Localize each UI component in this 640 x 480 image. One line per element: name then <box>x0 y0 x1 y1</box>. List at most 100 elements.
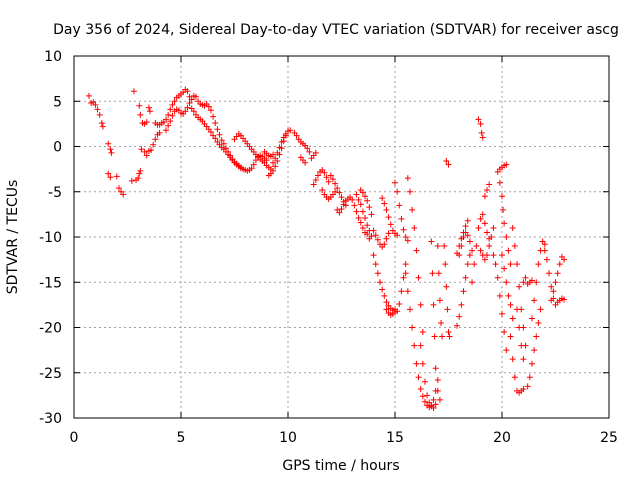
data-point <box>167 118 174 125</box>
data-point <box>516 324 523 331</box>
data-point <box>486 235 493 242</box>
x-tick-label: 15 <box>386 430 404 446</box>
data-point <box>379 286 386 293</box>
data-point <box>516 283 523 290</box>
data-point <box>415 374 422 381</box>
data-point <box>528 315 535 322</box>
data-point <box>334 185 341 192</box>
data-point <box>475 224 482 231</box>
data-point <box>278 138 285 145</box>
data-point <box>276 144 283 151</box>
data-point <box>357 201 364 208</box>
data-point <box>167 106 174 113</box>
data-point <box>270 151 277 158</box>
data-point <box>141 148 148 155</box>
data-point <box>496 292 503 299</box>
data-point <box>406 306 413 313</box>
data-point <box>526 374 533 381</box>
data-point <box>456 313 463 320</box>
data-point <box>471 261 478 268</box>
data-point <box>385 230 392 237</box>
data-point <box>248 165 255 172</box>
data-point <box>415 274 422 281</box>
data-point <box>511 243 518 250</box>
data-point <box>501 220 508 227</box>
data-point <box>464 261 471 268</box>
data-point <box>460 234 467 240</box>
data-point <box>477 215 484 222</box>
data-point <box>107 174 114 181</box>
data-point <box>115 185 122 192</box>
data-point <box>494 274 501 281</box>
data-point <box>96 111 103 118</box>
data-point <box>505 247 512 254</box>
data-point <box>543 256 550 263</box>
data-point <box>477 120 484 127</box>
data-point <box>377 279 384 286</box>
data-point <box>169 112 176 119</box>
data-point <box>364 197 371 204</box>
data-point <box>522 274 529 281</box>
data-point <box>359 189 366 196</box>
data-point <box>394 188 401 195</box>
x-tick-label: 20 <box>493 430 511 446</box>
data-point <box>434 243 441 250</box>
data-point <box>120 191 127 198</box>
data-point <box>528 360 535 367</box>
data-point <box>392 306 398 313</box>
data-point <box>490 252 497 259</box>
data-point <box>184 88 191 95</box>
data-point <box>171 98 178 105</box>
data-point <box>548 283 555 290</box>
data-point <box>85 92 92 99</box>
data-point <box>413 360 420 367</box>
data-point <box>169 101 176 108</box>
data-point <box>394 232 401 239</box>
data-point <box>479 211 486 218</box>
data-point <box>417 386 424 393</box>
data-point <box>528 277 535 284</box>
data-point <box>535 319 542 326</box>
data-point <box>499 252 505 259</box>
data-point <box>556 261 563 268</box>
data-point <box>192 93 199 100</box>
data-point <box>336 209 343 216</box>
data-point <box>312 176 319 183</box>
data-point <box>146 108 153 115</box>
data-point <box>374 236 381 243</box>
data-point <box>210 113 217 120</box>
data-point <box>533 279 540 286</box>
data-point <box>92 101 99 108</box>
y-tick-label: -30 <box>39 411 62 427</box>
data-point <box>214 126 221 133</box>
data-point <box>419 360 426 367</box>
y-tick-label: 10 <box>44 49 62 65</box>
data-point <box>464 217 471 224</box>
data-point <box>402 270 409 277</box>
data-point <box>138 146 145 153</box>
data-point <box>444 306 451 313</box>
data-point <box>137 167 144 174</box>
data-point <box>456 252 463 259</box>
y-axis-label: SDTVAR / TECUs <box>5 180 21 295</box>
data-point <box>355 196 362 203</box>
data-point <box>404 237 411 244</box>
data-point <box>105 170 112 177</box>
data-point <box>424 392 431 399</box>
data-point <box>370 227 377 234</box>
y-tick-labels: 10 5 0 -5 -10 -15 -20 -25 -30 <box>39 49 62 427</box>
data-point <box>434 376 441 383</box>
y-tick-label: -20 <box>39 321 62 337</box>
data-point <box>402 261 409 268</box>
data-point <box>188 96 195 103</box>
data-point <box>464 232 471 239</box>
data-point <box>212 135 219 142</box>
data-point <box>458 301 465 308</box>
y-tick-label: -15 <box>39 275 62 291</box>
data-point <box>306 148 313 155</box>
data-point <box>426 399 433 406</box>
data-point <box>443 157 450 164</box>
data-point <box>156 129 163 136</box>
data-point <box>312 149 319 156</box>
